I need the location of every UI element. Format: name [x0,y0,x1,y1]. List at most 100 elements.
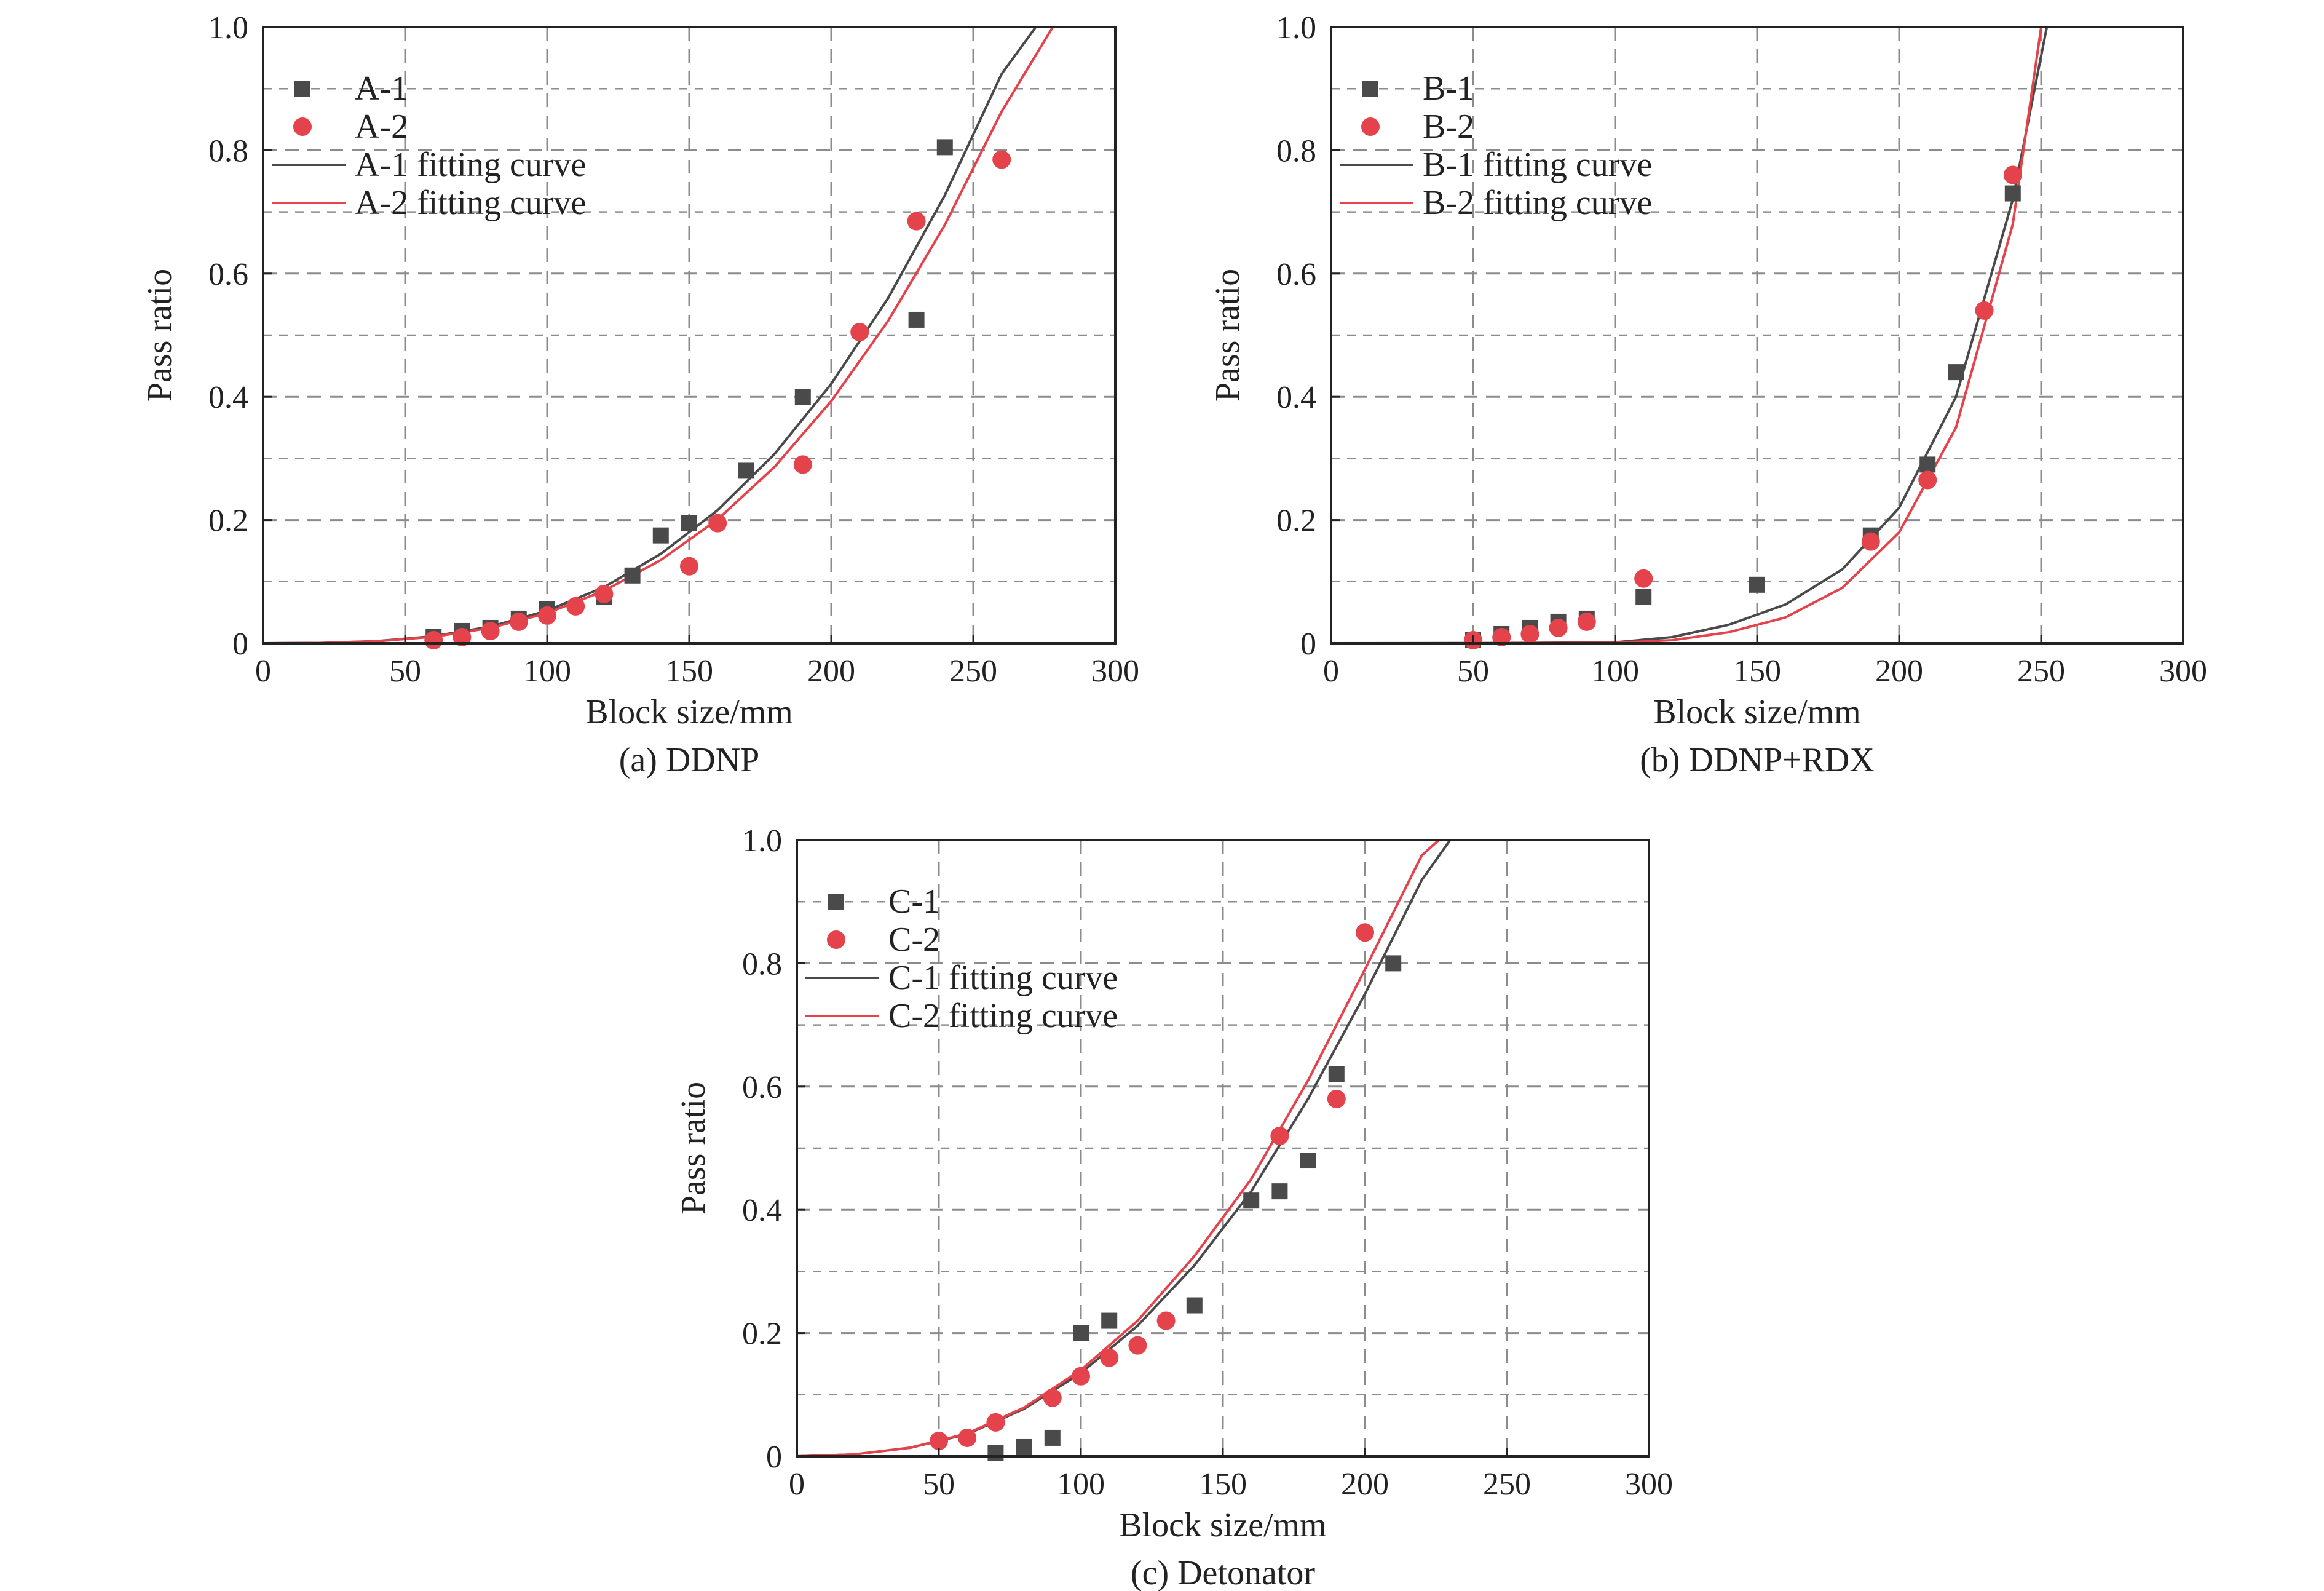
data-markers [930,923,1402,1461]
y-tick-label: 1.0 [742,823,782,859]
data-point-square [1044,1429,1061,1446]
legend-label: A-1 [355,69,408,108]
data-point-circle [1549,618,1568,637]
axis-ticks: 0 50 100 150 200 250 300 0 0.2 0.4 0.6 0.8 1.0 [1276,10,2207,689]
data-point-square [1385,955,1402,972]
panel-caption: (a) DDNP [619,741,760,779]
data-point-circle [708,514,727,533]
y-tick-label: 0.6 [742,1070,782,1105]
legend-circle [293,117,312,136]
data-point-circle [958,1428,977,1447]
legend-label: A-2 [355,108,408,146]
legend-label: C-2 fitting curve [888,997,1118,1035]
x-tick-label: 150 [665,654,713,689]
legend-square [294,81,310,97]
data-point-square [1948,364,1964,381]
data-point-circle [907,212,926,231]
fitting-curve-3 [263,26,1054,645]
data-point-square [738,462,754,479]
data-point-square [1328,1066,1345,1082]
x-tick-label: 50 [389,654,421,689]
x-tick-label: 150 [1733,654,1781,689]
x-tick-label: 300 [1091,654,1139,689]
data-point-square [1243,1192,1260,1209]
x-tick-label: 250 [949,654,997,689]
data-point-square [1271,1183,1288,1200]
data-point-circle [481,621,500,640]
data-point-square [1073,1325,1089,1341]
x-tick-label: 300 [1625,1467,1673,1502]
panel-caption: (b) DDNP+RDX [1640,741,1875,779]
data-point-square [1016,1438,1032,1455]
y-tick-label: 0 [766,1440,782,1475]
y-tick-label: 0.4 [208,380,248,415]
data-point-circle [1043,1388,1062,1407]
data-point-square [681,515,697,531]
legend-label: B-1 [1423,69,1474,108]
data-point-circle [1975,301,1994,320]
x-tick-label: 200 [1875,654,1923,689]
data-point-square [1186,1297,1203,1314]
y-axis-label: Pass ratio [141,269,179,402]
data-point-circle [992,150,1011,169]
data-markers [1464,165,2022,649]
y-tick-label: 1.0 [208,10,248,46]
x-tick-label: 0 [1323,654,1339,689]
legend-label: B-2 fitting curve [1423,184,1652,222]
data-point-circle [1861,532,1880,551]
x-tick-label: 200 [1341,1467,1389,1502]
y-tick-label: 0.6 [208,257,248,292]
data-point-square [1300,1153,1316,1169]
legend: A-1 A-2 A-1 fitting curve A-2 fitting cu… [272,69,586,222]
data-point-circle [1356,923,1374,942]
data-point-circle [1072,1367,1090,1386]
y-tick-label: 0.4 [1276,380,1316,415]
data-point-circle [1128,1336,1147,1355]
x-tick-label: 250 [2017,654,2065,689]
data-point-square [1101,1312,1118,1329]
data-point-square [2004,185,2021,202]
x-axis-label: Block size/mm [1653,693,1861,731]
y-tick-label: 0.8 [742,946,782,982]
x-tick-label: 0 [789,1467,805,1502]
fitting-curves [263,26,1054,645]
axis-ticks: 0 50 100 150 200 250 300 0 0.2 0.4 0.6 0.8 1.0 [742,823,1673,1502]
data-point-circle [1577,612,1596,631]
panel-caption: (c) Detonator [1131,1554,1315,1591]
panel-a: 0 50 100 150 200 250 300 0 0.2 0.4 0.6 0.8 1.0 A-1 A… [141,10,1139,779]
legend-square [1362,81,1378,97]
fitting-curve-3 [796,839,1440,1458]
x-tick-label: 100 [1057,1467,1105,1502]
data-point-circle [930,1431,948,1450]
x-tick-label: 100 [523,654,571,689]
x-axis-label: Block size/mm [585,693,793,731]
y-tick-label: 0.2 [742,1317,782,1352]
legend-circle [1361,117,1380,136]
legend-square [828,894,844,910]
data-point-square [1919,456,1936,473]
data-point-circle [1634,569,1653,588]
x-tick-label: 50 [1457,654,1489,689]
data-point-square [1749,576,1765,593]
x-tick-label: 150 [1199,1467,1247,1502]
data-point-square [624,567,641,584]
data-point-circle [1270,1126,1289,1145]
data-point-circle [538,606,556,625]
legend-label: B-1 fitting curve [1423,146,1652,184]
data-point-square [987,1445,1004,1461]
data-point-circle [566,597,585,616]
legend-label: C-1 fitting curve [888,959,1118,997]
data-point-square [936,139,953,156]
fitting-curves [796,839,1452,1458]
legend: B-1 B-2 B-1 fitting curve B-2 fitting cu… [1340,69,1652,222]
data-point-square [652,527,669,544]
y-tick-label: 0.2 [208,504,248,539]
data-point-square [908,311,925,328]
data-point-circle [2003,165,2022,184]
y-tick-label: 0.4 [742,1193,782,1228]
data-point-circle [1918,470,1937,490]
y-tick-label: 0.8 [208,133,248,169]
legend-label: B-2 [1423,108,1474,146]
data-point-circle [595,584,614,603]
